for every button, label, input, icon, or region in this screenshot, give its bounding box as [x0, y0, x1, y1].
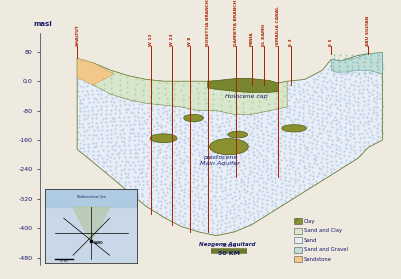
Bar — [294, 228, 302, 234]
Text: Holocene cap: Holocene cap — [225, 94, 268, 99]
Ellipse shape — [209, 139, 248, 155]
Bar — [294, 256, 302, 263]
Text: MINIA: MINIA — [250, 31, 254, 46]
Text: W 13: W 13 — [170, 33, 174, 46]
Text: E 3: E 3 — [289, 39, 293, 46]
Ellipse shape — [282, 125, 306, 132]
Bar — [294, 237, 302, 243]
Ellipse shape — [150, 134, 177, 143]
Bar — [294, 218, 302, 224]
Ellipse shape — [228, 131, 247, 138]
Text: Clay: Clay — [304, 219, 316, 224]
Bar — [294, 218, 302, 224]
Text: Sandstone: Sandstone — [304, 257, 332, 262]
Text: W 12: W 12 — [149, 33, 153, 46]
Text: Sand and Clay: Sand and Clay — [304, 228, 342, 233]
Polygon shape — [77, 59, 114, 85]
Polygon shape — [93, 63, 287, 114]
Text: Scale: Scale — [221, 243, 236, 248]
Text: SHALTUT: SHALTUT — [75, 24, 79, 46]
Text: ROSETTIA BRANCH: ROSETTIA BRANCH — [206, 0, 210, 46]
Bar — [294, 247, 302, 253]
Text: 50 KM: 50 KM — [218, 251, 240, 256]
Text: DAMIETIA BRANCH: DAMIETIA BRANCH — [234, 0, 238, 46]
Text: E 5: E 5 — [329, 39, 333, 46]
Polygon shape — [208, 78, 278, 92]
Ellipse shape — [184, 114, 203, 122]
Polygon shape — [331, 53, 383, 74]
Text: masl: masl — [33, 21, 52, 27]
Text: Sand and Gravel: Sand and Gravel — [304, 247, 348, 252]
Text: Neogene Aquitard: Neogene Aquitard — [199, 242, 255, 247]
Text: ABU SULTAN: ABU SULTAN — [366, 16, 370, 46]
Text: ISMAILIA CANAL: ISMAILIA CANAL — [276, 6, 280, 46]
Text: EL KAMH: EL KAMH — [262, 24, 266, 46]
Text: plestocene
Main Aquifer: plestocene Main Aquifer — [200, 155, 240, 166]
Text: Sand: Sand — [304, 238, 318, 243]
Polygon shape — [77, 53, 383, 236]
Text: W 8: W 8 — [188, 37, 192, 46]
